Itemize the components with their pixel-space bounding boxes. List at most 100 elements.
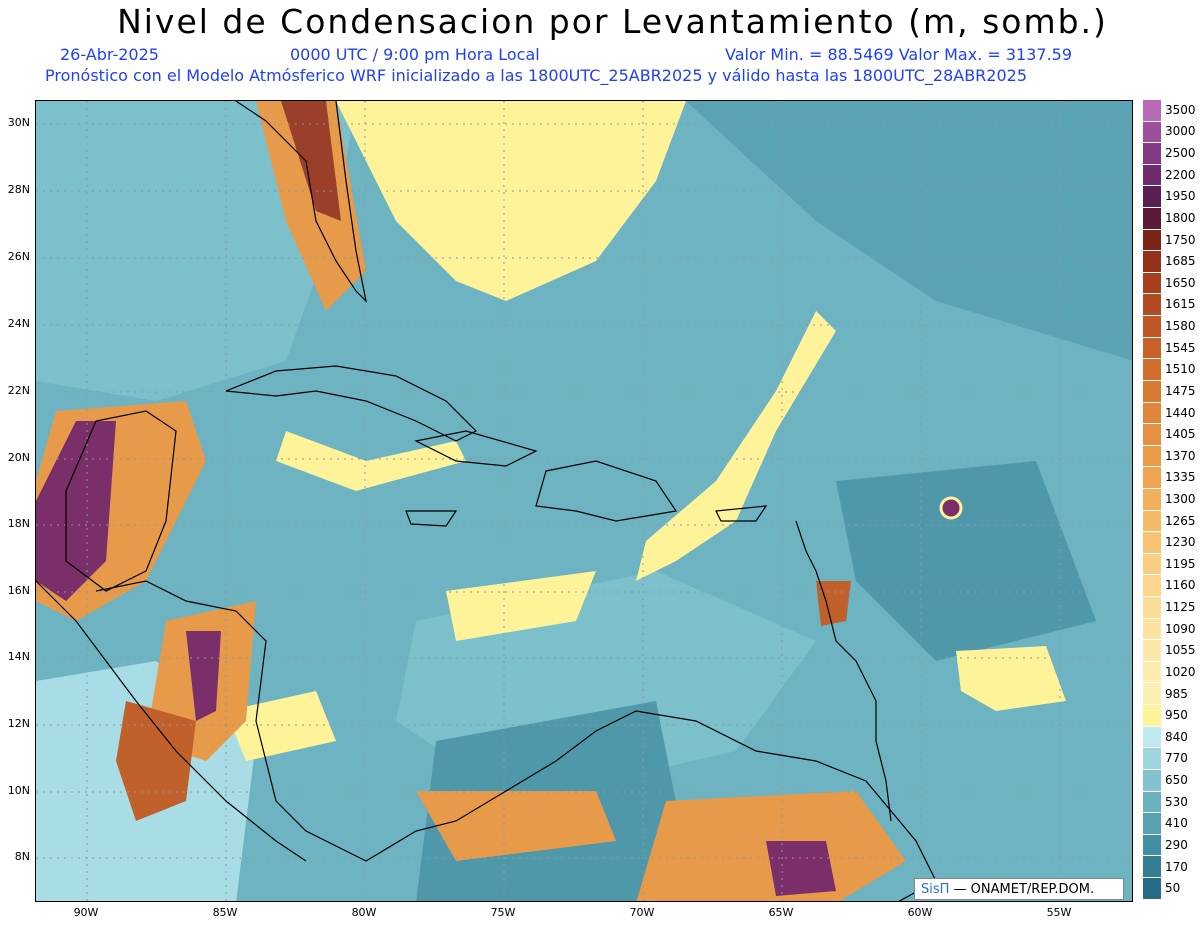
- colorbar-cell: [1143, 597, 1161, 619]
- colorbar-label: 1405: [1165, 427, 1196, 442]
- lat-label: 26N: [7, 250, 30, 263]
- colorbar-label: 1160: [1165, 578, 1196, 593]
- colorbar-label: 530: [1165, 794, 1188, 809]
- dry-zone-diagonal: [636, 311, 836, 581]
- colorbar-cell: [1143, 402, 1161, 425]
- colorbar-label: 1440: [1165, 405, 1196, 420]
- colorbar-label: 1370: [1165, 448, 1196, 463]
- dry-zone-bahamas: [336, 101, 686, 301]
- colorbar-label: 170: [1165, 859, 1188, 874]
- dry-zone-caribbean: [446, 571, 596, 641]
- model-info: Pronóstico con el Modelo Atmósferico WRF…: [45, 66, 1028, 85]
- colorbar-cell: [1143, 100, 1161, 122]
- colorbar-label: 1750: [1165, 232, 1196, 247]
- colorbar-cell: [1143, 251, 1161, 273]
- credit-box: SisΠ — ONAMET/REP.DOM.: [914, 878, 1124, 900]
- colorbar-label: 985: [1165, 686, 1188, 701]
- colorbar-cell: [1143, 467, 1161, 489]
- colorbar-cell: [1143, 575, 1161, 598]
- colorbar-cell: [1143, 208, 1161, 230]
- coastlines: [36, 101, 937, 901]
- lat-label: 14N: [7, 650, 30, 663]
- max-barbados: [939, 496, 963, 520]
- colorbar-cell: [1143, 186, 1161, 209]
- colorbar-label: 1950: [1165, 189, 1196, 204]
- colorbar-cell: [1143, 359, 1161, 381]
- colorbar-label: 840: [1165, 729, 1188, 744]
- colorbar-cell: [1143, 856, 1161, 878]
- lat-label: 18N: [7, 517, 30, 530]
- lat-label: 12N: [7, 717, 30, 730]
- lat-label: 20N: [7, 451, 30, 464]
- lon-label: 65W: [768, 906, 794, 919]
- field-dark-e: [836, 461, 1096, 661]
- colorbar-cell: [1143, 337, 1161, 360]
- high-nicaragua: [116, 701, 196, 821]
- lon-label: 75W: [490, 906, 516, 919]
- colorbar-cell: [1143, 640, 1161, 662]
- colorbar-label: 2200: [1165, 167, 1196, 182]
- lon-label: 80W: [351, 906, 377, 919]
- colorbar-label: 1800: [1165, 210, 1196, 225]
- colorbar-label: 290: [1165, 837, 1188, 852]
- colorbar-label: 1615: [1165, 297, 1196, 312]
- dry-zone-east: [956, 646, 1066, 711]
- colorbar-label: 1650: [1165, 275, 1196, 290]
- max-florida: [281, 101, 341, 221]
- map-title: Nivel de Condensacion por Levantamiento …: [117, 2, 1108, 41]
- colorbar-label: 1475: [1165, 383, 1196, 398]
- colorbar-cell: [1143, 683, 1161, 706]
- colorbar-cell: [1143, 813, 1161, 835]
- lat-label: 30N: [7, 116, 30, 129]
- dry-zone-cuba: [276, 431, 466, 491]
- colorbar-label: 1510: [1165, 362, 1196, 377]
- lat-label: 22N: [7, 384, 30, 397]
- lat-label: 16N: [7, 584, 30, 597]
- colorbar-label: 1090: [1165, 621, 1196, 636]
- max-yucatan: [36, 421, 116, 601]
- min-max-values: Valor Min. = 88.5469 Valor Max. = 3137.5…: [725, 45, 1073, 64]
- lon-label: 90W: [73, 906, 99, 919]
- colorbar-label: 3000: [1165, 124, 1196, 139]
- colorbar-cell: [1143, 272, 1161, 295]
- lat-label: 10N: [7, 784, 30, 797]
- colorbar: [1143, 100, 1161, 900]
- colorbar-label: 1265: [1165, 513, 1196, 528]
- colorbar-cell: [1143, 164, 1161, 187]
- colorbar-cell: [1143, 834, 1161, 857]
- lon-label: 70W: [629, 906, 655, 919]
- colorbar-label: 1055: [1165, 643, 1196, 658]
- lon-label: 85W: [212, 906, 238, 919]
- credit-text: — ONAMET/REP.DOM.: [949, 882, 1095, 897]
- map-canvas: [36, 101, 1132, 901]
- colorbar-label: 1020: [1165, 664, 1196, 679]
- colorbar-label: 2500: [1165, 146, 1196, 161]
- lat-label: 24N: [7, 317, 30, 330]
- colorbar-label: 1230: [1165, 535, 1196, 550]
- colorbar-cell: [1143, 316, 1161, 338]
- colorbar-cell: [1143, 532, 1161, 554]
- colorbar-label: 770: [1165, 751, 1188, 766]
- colorbar-cell: [1143, 791, 1161, 814]
- colorbar-cell: [1143, 661, 1161, 684]
- colorbar-cell: [1143, 380, 1161, 403]
- lon-label: 60W: [907, 906, 933, 919]
- colorbar-label: 1300: [1165, 492, 1196, 506]
- colorbar-label: 1125: [1165, 600, 1196, 615]
- colorbar-cell: [1143, 294, 1161, 317]
- colorbar-label: 3500: [1165, 102, 1196, 117]
- graticule: [36, 101, 1132, 901]
- colorbar-label: 410: [1165, 816, 1188, 831]
- colorbar-cell: [1143, 445, 1161, 468]
- valid-time: 0000 UTC / 9:00 pm Hora Local: [290, 45, 540, 64]
- colorbar-label: 50: [1165, 881, 1181, 896]
- colorbar-cell: [1143, 726, 1161, 749]
- lat-label: 28N: [7, 183, 30, 196]
- colorbar-cell: [1143, 705, 1161, 727]
- weather-map: [35, 100, 1133, 902]
- lon-label: 55W: [1046, 906, 1072, 919]
- sis-logo: SisΠ: [921, 882, 950, 897]
- colorbar-label: 1195: [1165, 556, 1196, 571]
- colorbar-label: 950: [1165, 708, 1188, 723]
- valid-date: 26-Abr-2025: [60, 45, 159, 64]
